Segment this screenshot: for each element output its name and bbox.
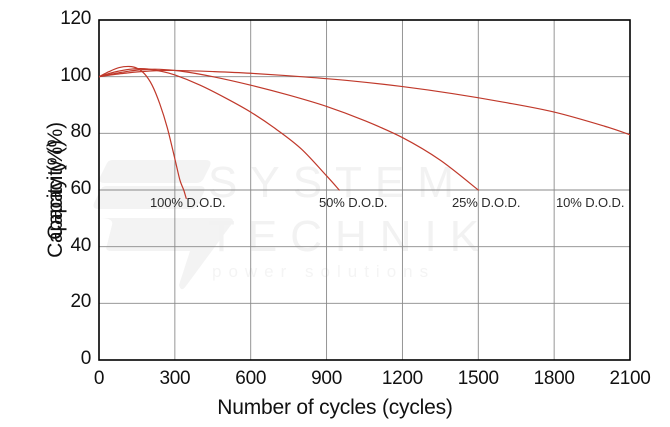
series-line [99, 68, 340, 191]
dod-annotation: 50% D.O.D. [319, 195, 388, 210]
x-axis-tick-label: 600 [235, 368, 267, 389]
x-axis-tick-label: 2100 [609, 368, 651, 389]
y-axis-tick-label: 100 [60, 64, 91, 86]
x-axis-tick-label: 0 [93, 368, 105, 389]
series-line [99, 65, 187, 200]
y-axis-tick-label: 120 [60, 8, 91, 29]
x-axis-tick-label: 300 [159, 368, 191, 389]
y-axis-tick-label: 0 [80, 348, 92, 369]
x-axis-tick-label: 900 [311, 368, 342, 389]
x-axis-label: Number of cycles (cycles) [217, 396, 453, 419]
series-group [99, 65, 630, 200]
series-line [99, 68, 479, 191]
y-axis-tick-label: 40 [70, 234, 91, 256]
dod-annotation: 25% D.O.D. [452, 195, 521, 210]
y-axis-tick-label: 60 [70, 178, 91, 199]
x-axis-tick-label: 1200 [381, 368, 423, 389]
series-line [99, 69, 630, 136]
dod-annotation: 100% D.O.D. [150, 195, 226, 210]
y-axis-tick-label: 20 [70, 291, 91, 313]
plot-frame [98, 19, 631, 361]
x-axis-tick-label: 1800 [533, 368, 575, 389]
y-axis-tick-label: 80 [70, 121, 91, 143]
x-axis-tick-label: 1500 [457, 368, 499, 389]
dod-annotation: 10% D.O.D. [556, 195, 625, 210]
